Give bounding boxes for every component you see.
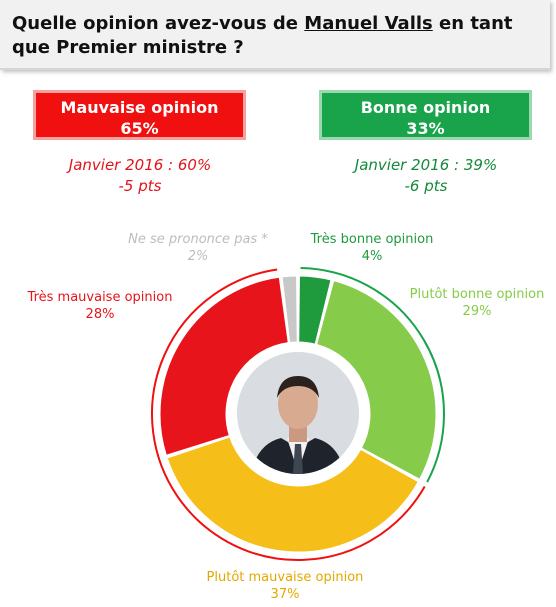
- donut-slice-tres-bonne: [298, 275, 332, 345]
- good-opinion-value: 33%: [406, 119, 445, 138]
- good-opinion-label: Bonne opinion: [360, 98, 491, 117]
- bad-opinion-bracket: [151, 268, 426, 561]
- question-banner: Quelle opinion avez-vous de Manuel Valls…: [0, 0, 550, 70]
- bad-opinion-value: 65%: [120, 119, 159, 138]
- donut-slice-plutot-mauvaise: [166, 436, 419, 553]
- good-trend-previous: Janvier 2016 : 39%: [354, 156, 498, 174]
- slice-label-tres-mauvaise: Très mauvaise opinion 28%: [27, 290, 173, 322]
- good-opinion-trend: Janvier 2016 : 39% -6 pts: [316, 155, 536, 197]
- bad-trend-previous: Janvier 2016 : 60%: [68, 156, 212, 174]
- good-trend-delta: -6 pts: [404, 177, 448, 195]
- slice-label-plutot-bonne: Plutôt bonne opinion 29%: [409, 287, 545, 319]
- slice-label-tres-bonne: Très bonne opinion 4%: [310, 232, 434, 264]
- bad-opinion-label: Mauvaise opinion: [60, 98, 219, 117]
- bad-opinion-trend: Janvier 2016 : 60% -5 pts: [30, 155, 250, 197]
- portrait-photo: [237, 352, 359, 474]
- donut-slice-nsp: [281, 275, 298, 344]
- slice-label-plutot-mauvaise: Plutôt mauvaise opinion 37%: [206, 570, 364, 602]
- slice-label-nsp: Ne se prononce pas * 2%: [128, 232, 268, 264]
- politician-name: Manuel Valls: [304, 13, 433, 34]
- good-opinion-bracket: [300, 267, 445, 483]
- bad-opinion-box: Mauvaise opinion 65%: [33, 90, 246, 140]
- donut-slice-plutot-bonne: [316, 280, 437, 480]
- donut-slice-tres-mauvaise: [159, 276, 289, 456]
- good-opinion-box: Bonne opinion 33%: [319, 90, 532, 140]
- bad-trend-delta: -5 pts: [118, 177, 162, 195]
- question-title: Quelle opinion avez-vous de Manuel Valls…: [12, 13, 513, 58]
